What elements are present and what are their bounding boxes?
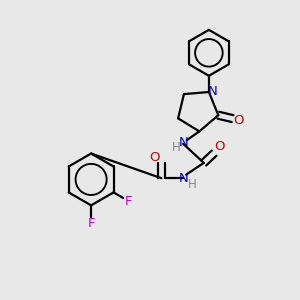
Text: N: N xyxy=(178,172,188,185)
Text: O: O xyxy=(150,151,160,164)
Text: F: F xyxy=(125,195,133,208)
Text: O: O xyxy=(214,140,224,154)
Text: N: N xyxy=(179,136,189,149)
Text: O: O xyxy=(234,114,244,127)
Text: N: N xyxy=(208,85,217,98)
Text: F: F xyxy=(87,217,95,230)
Text: H: H xyxy=(171,141,180,154)
Text: H: H xyxy=(188,178,196,191)
